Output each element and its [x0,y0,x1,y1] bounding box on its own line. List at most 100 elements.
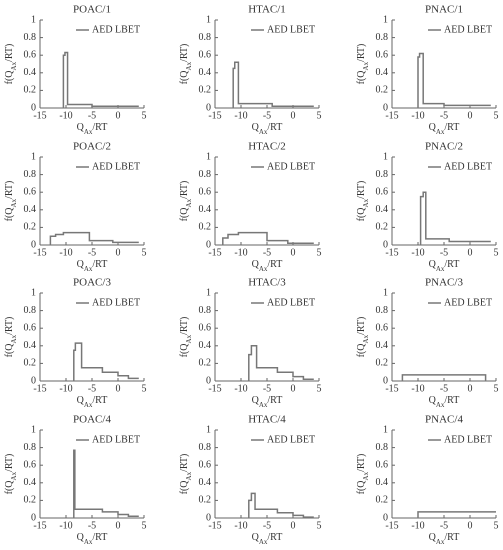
y-axis-label-part: Ax [10,471,18,480]
x-tick-label: -15 [385,247,398,258]
x-tick-label: 5 [494,247,499,258]
y-axis-label-part: /RT) [179,44,190,62]
panel: POAC/200.20.40.60.81-15 -10 -5 0 5QAx/RTf(QA… [4,141,146,273]
x-axis-label: QAx/RT [429,395,460,408]
x-tick-label: -10 [59,383,72,394]
y-tick-label: 1 [383,14,388,25]
legend-label: AED LBET [444,24,492,35]
y-axis-label-part: /RT) [4,454,15,472]
x-tick-label: -15 [208,247,221,258]
y-axis-label-part: /RT) [356,454,367,472]
y-tick-label: 0.2 [199,222,212,233]
step-line [49,231,139,245]
x-axis-label-part: Ax [436,265,445,273]
x-tick-label: -10 [59,110,72,121]
y-tick-label: 0 [206,375,211,386]
step-line [401,374,487,381]
step-line [248,492,314,518]
y-tick-label: 0.8 [376,169,389,180]
y-tick-label: 0.6 [24,459,37,470]
step-line [419,191,491,245]
y-axis-label-part: /RT) [179,317,190,335]
y-tick-label: 1 [206,287,211,298]
x-axis-label-part: /RT [267,259,282,270]
y-axis-label-part: f(Q [4,70,15,85]
x-axis-label: QAx/RT [252,122,283,135]
y-tick-label: 1 [31,151,36,162]
x-tick-label: -5 [263,383,271,394]
y-tick-label: 0.8 [376,32,389,43]
y-axis-label-part: f(Q [4,480,15,495]
y-tick-label: 0.2 [24,222,37,233]
y-axis-label-part: Ax [362,471,370,480]
panel: PNAC/400.20.40.60.81-15 -10 -5 0 5QAx/RTf(QA… [356,414,498,546]
legend-label: AED LBET [92,297,140,308]
x-tick-label: -10 [59,520,72,531]
x-tick-label: -10 [59,247,72,258]
y-tick-label: 0.2 [376,495,389,506]
x-axis-label: QAx/RT [429,259,460,272]
y-tick-label: 0 [31,102,36,113]
y-tick-label: 0.4 [376,204,389,215]
x-axis-label-part: Ax [84,265,93,273]
panel: PNAC/300.20.40.60.81-15 -10 -5 0 5QAx/RTf(QA… [356,277,498,409]
x-axis-label-part: Ax [84,401,93,409]
x-axis-label-part: Ax [259,538,268,546]
y-axis-label-part: f(Q [179,207,190,222]
x-axis-label-part: Q [429,259,437,270]
x-axis-label-part: Q [252,395,260,406]
x-axis-label: QAx/RT [77,532,108,545]
x-axis-label-part: Q [252,532,260,543]
x-tick-label: -5 [440,383,448,394]
x-tick-label: 5 [494,110,499,121]
panel: PNAC/100.20.40.60.81-15 -10 -5 0 5QAx/RTf(QA… [356,4,498,136]
x-tick-label: -10 [411,247,424,258]
x-tick-label: 5 [142,383,147,394]
y-axis-label: f(QAx/RT) [356,44,369,85]
y-tick-label: 0 [206,102,211,113]
legend-label: AED LBET [444,297,492,308]
y-tick-label: 0 [383,512,388,523]
x-axis-label-part: /RT [267,532,282,543]
y-tick-label: 0.6 [199,49,212,60]
x-tick-label: 0 [291,110,296,121]
y-axis-label: f(QAx/RT) [4,181,17,222]
y-tick-label: 0.4 [24,340,37,351]
legend-label: AED LBET [267,297,315,308]
y-tick-label: 0.8 [376,305,389,316]
x-axis-label-part: Q [252,122,260,133]
y-tick-label: 0.8 [24,442,37,453]
y-axis-label: f(QAx/RT) [4,317,17,358]
y-tick-label: 0.8 [199,32,212,43]
y-axis-label-part: Ax [185,198,193,207]
x-axis-label-part: Q [252,259,260,270]
y-tick-label: 1 [31,287,36,298]
y-axis-label: f(QAx/RT) [356,181,369,222]
y-tick-label: 0.6 [199,322,212,333]
panel: PNAC/200.20.40.60.81-15 -10 -5 0 5QAx/RTf(QA… [356,141,498,273]
panel-title: PNAC/3 [425,277,463,289]
y-axis-label-part: f(Q [4,207,15,222]
y-tick-label: 0 [31,512,36,523]
panel-title: PNAC/1 [425,4,463,16]
x-axis-label: QAx/RT [429,122,460,135]
y-tick-label: 0.4 [24,67,37,78]
x-tick-label: 0 [291,383,296,394]
x-axis-label-part: Ax [436,401,445,409]
x-tick-label: 5 [317,247,322,258]
y-tick-label: 0 [383,102,388,113]
x-tick-label: -5 [440,110,448,121]
x-axis-label-part: /RT [92,395,107,406]
x-tick-label: -5 [263,520,271,531]
legend-label: AED LBET [267,161,315,172]
panel-title: POAC/2 [73,141,111,153]
x-tick-label: 5 [494,520,499,531]
y-tick-label: 0 [206,239,211,250]
panel: POAC/300.20.40.60.81-15 -10 -5 0 5QAx/RTf(QA… [4,277,146,409]
x-axis-label: QAx/RT [77,395,108,408]
y-axis-label-part: /RT) [356,181,367,199]
y-axis-label-part: /RT) [179,454,190,472]
step-line [417,52,491,108]
y-tick-label: 0.4 [199,204,212,215]
panel-title: POAC/1 [73,4,111,16]
